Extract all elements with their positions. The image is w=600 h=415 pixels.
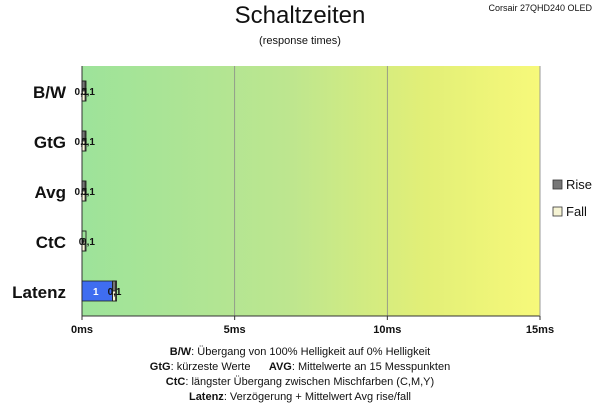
- bar-value-label: 0,1: [81, 137, 95, 148]
- chart-title: Schaltzeiten: [234, 2, 366, 29]
- bar-outline: [81, 180, 87, 202]
- plot-background: [82, 66, 540, 316]
- x-tick-label: 15ms: [526, 324, 554, 336]
- device-label: Corsair 27QHD240 OLED: [488, 3, 592, 13]
- category-labels: B/W GtG Avg CtC Latenz: [12, 83, 67, 302]
- bar-value-label: 0,1: [75, 87, 89, 98]
- bar-value-label: 0,1: [108, 287, 122, 298]
- note-text: : Übergang von 100% Helligkeit auf 0% He…: [191, 346, 431, 358]
- note-key: Latenz: [188, 391, 224, 403]
- note-ctc: CtC: längster Übergang zwischen Mischfar…: [0, 376, 600, 388]
- note-text: : Verzögerung + Mittelwert Avg rise/fall: [223, 391, 412, 403]
- bar-value-label: 0,1: [75, 137, 89, 148]
- x-tick-label: 5ms: [224, 324, 246, 336]
- category-label: CtC: [36, 233, 66, 252]
- category-label: Latenz: [12, 283, 66, 302]
- bar-outline: [81, 130, 87, 152]
- note-bw: B/W: Übergang von 100% Helligkeit auf 0%…: [0, 346, 600, 358]
- response-time-chart: 0,10,10,10,10,10,100,11 0,1 B/WGtGAvgCtCL…: [12, 66, 592, 336]
- bar-value-label: 0: [79, 237, 85, 248]
- x-tick-label: 0ms: [71, 324, 93, 336]
- bar-value-label: 0,1: [81, 87, 95, 98]
- note-key: CtC: [165, 376, 186, 388]
- bar-value-label: 0,1: [81, 187, 95, 198]
- legend-label: Rise: [566, 177, 592, 192]
- x-tick-label: 10ms: [373, 324, 401, 336]
- chart-subtitle: (response times): [259, 35, 341, 47]
- legend-swatch: [552, 206, 563, 217]
- note-key: B/W: [169, 346, 192, 358]
- note-text: : Mittelwerte an 15 Messpunkten: [291, 361, 451, 373]
- x-axis-ticks: 0ms 5ms 10ms 15ms: [71, 324, 554, 336]
- bar-outline: [112, 280, 117, 302]
- bar-value-label: 0,1: [75, 187, 89, 198]
- note-latenz: Latenz: Verzögerung + Mittelwert Avg ris…: [0, 391, 600, 403]
- bar-value-label: 1: [93, 287, 99, 298]
- note-text: : kürzeste Werte: [170, 361, 251, 373]
- category-label: Avg: [35, 183, 67, 202]
- category-label: GtG: [34, 133, 66, 152]
- bar-value-label: 0,1: [81, 237, 95, 248]
- bar-outline: [81, 230, 87, 252]
- legend-swatch: [552, 179, 563, 190]
- note-text: : längster Übergang zwischen Mischfarben…: [185, 376, 435, 388]
- legend-label: Fall: [566, 204, 587, 219]
- bar-group: 0,10,10,10,10,10,100,11 0,1: [75, 80, 122, 302]
- note-key: AVG: [268, 361, 292, 373]
- legend: Rise Fall: [552, 177, 592, 219]
- bar-outline: [81, 80, 87, 102]
- note-key: GtG: [149, 361, 171, 373]
- note-gtg-avg: GtG: kürzeste Werte AVG: Mittelwerte an …: [0, 361, 600, 373]
- category-label: B/W: [33, 83, 67, 102]
